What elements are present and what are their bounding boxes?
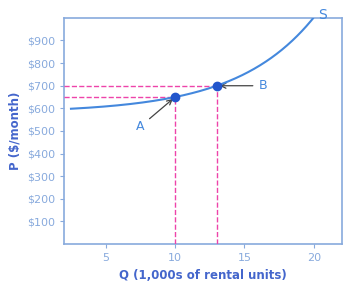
Text: A: A: [136, 100, 172, 133]
Text: S: S: [318, 8, 327, 22]
X-axis label: Q (1,000s of rental units): Q (1,000s of rental units): [119, 269, 287, 282]
Text: B: B: [221, 79, 267, 92]
Y-axis label: P ($/month): P ($/month): [8, 92, 21, 170]
